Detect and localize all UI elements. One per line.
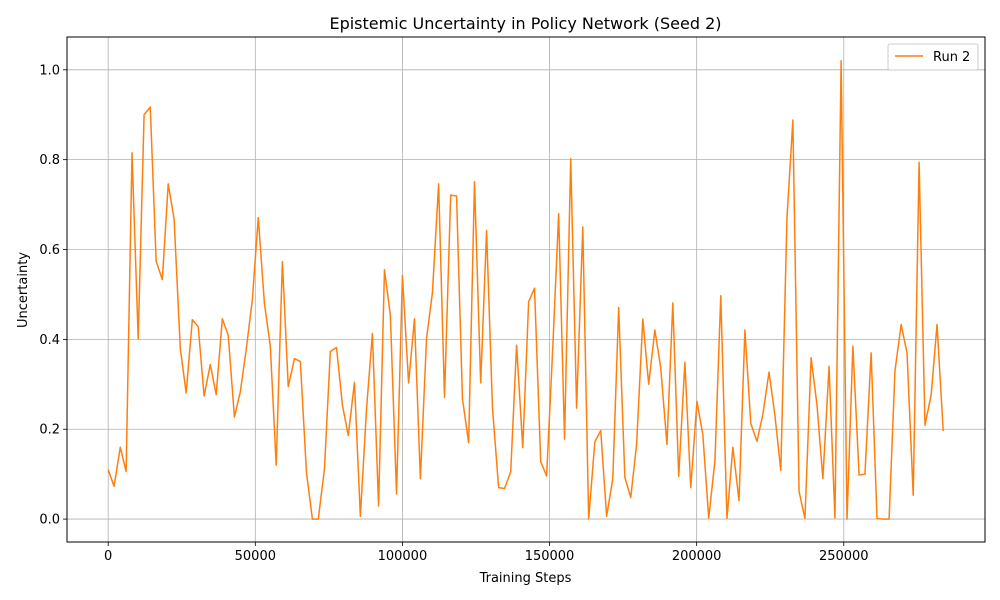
legend: Run 2: [887, 43, 979, 71]
x-tick-label: 50000: [235, 549, 276, 564]
series-line-run-2: [107, 60, 944, 520]
gridlines: [67, 37, 985, 542]
x-axis-ticks: 0 50000 100000 150000 200000 250000: [104, 542, 869, 564]
legend-box: [887, 43, 979, 71]
y-axis-label: Uncertainty: [16, 252, 31, 328]
y-tick-label: 0.4: [39, 333, 60, 348]
y-tick-label: 0.8: [39, 153, 60, 168]
x-tick-label: 250000: [819, 549, 869, 564]
series-layer: [107, 60, 944, 520]
legend-label-run-2: Run 2: [933, 50, 970, 65]
x-axis-label: Training Steps: [479, 571, 572, 586]
x-tick-label: 0: [104, 549, 112, 564]
x-tick-label: 200000: [672, 549, 722, 564]
y-tick-label: 0.0: [39, 513, 60, 528]
x-tick-label: 100000: [378, 549, 428, 564]
y-tick-label: 0.2: [39, 423, 60, 438]
x-tick-label: 150000: [525, 549, 575, 564]
y-tick-label: 0.6: [39, 243, 60, 258]
chart-title: Epistemic Uncertainty in Policy Network …: [329, 14, 721, 33]
y-axis-ticks: 0.0 0.2 0.4 0.6 0.8 1.0: [39, 63, 67, 528]
y-tick-label: 1.0: [39, 63, 60, 78]
plot-frame: [66, 36, 986, 543]
